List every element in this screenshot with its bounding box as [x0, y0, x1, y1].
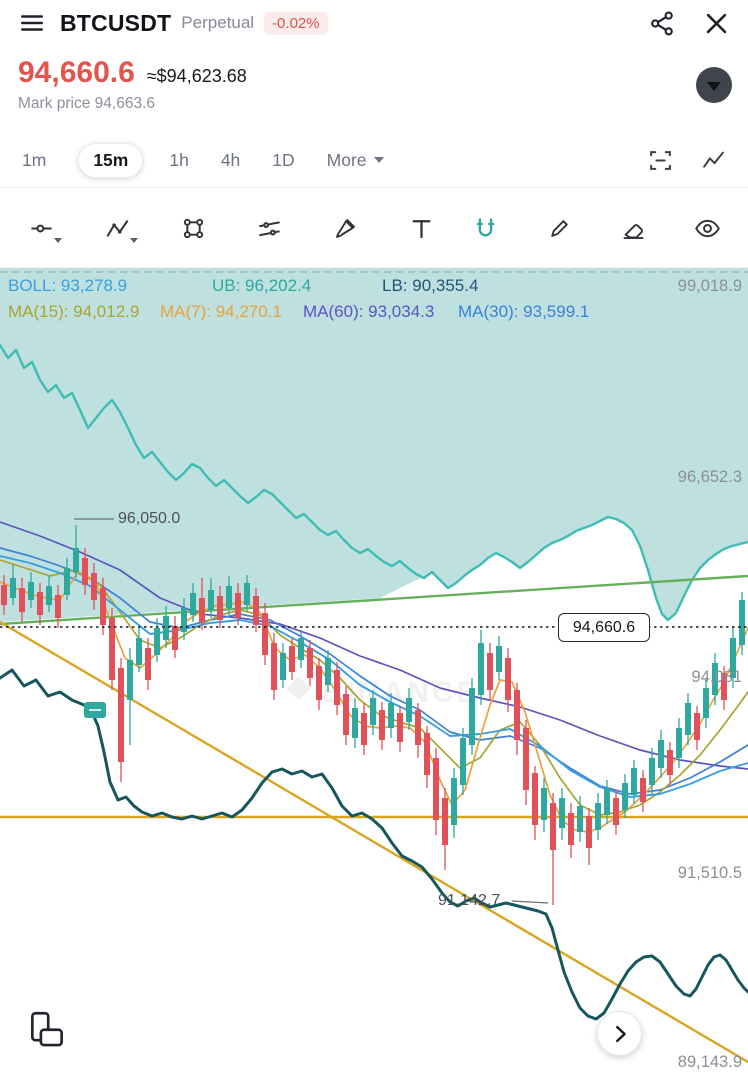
parallel-lines-tool-icon[interactable] — [252, 211, 286, 245]
visibility-tool-icon[interactable] — [690, 211, 724, 245]
auto-scale-icon[interactable] — [648, 148, 673, 173]
rotate-screen-button[interactable] — [22, 1006, 72, 1056]
mark-price-row: Mark price 94,663.6 — [18, 95, 155, 113]
header-bar: BTCUSDT Perpetual -0.02% — [0, 0, 748, 46]
divider — [0, 187, 748, 188]
timeframe-more-label: More — [326, 149, 367, 170]
hamburger-menu-icon[interactable] — [18, 9, 46, 37]
divider — [0, 267, 748, 268]
chevron-right-icon — [615, 1025, 626, 1042]
timeframe-4h[interactable]: 4h — [220, 149, 241, 170]
caret-down-icon — [54, 238, 62, 243]
change-percent-badge: -0.02% — [264, 11, 328, 35]
approx-usd-price: ≈$94,623.68 — [146, 66, 247, 86]
close-icon[interactable] — [702, 9, 730, 37]
text-tool-icon[interactable] — [404, 211, 438, 245]
trendline-tool-icon[interactable] — [24, 211, 62, 245]
caret-down-icon — [373, 157, 384, 163]
rotate-screen-icon — [30, 1011, 64, 1047]
timeframe-1h[interactable]: 1h — [169, 149, 189, 170]
eraser-tool-icon[interactable] — [616, 211, 650, 245]
timeframe-15m[interactable]: 15m — [78, 142, 144, 178]
timeframe-bar: 1m 15m 1h 4h 1D More — [0, 134, 748, 186]
share-nodes-icon[interactable] — [648, 9, 676, 37]
chart-canvas[interactable]: BINANCE — [0, 268, 748, 1080]
polyline-tool-icon[interactable] — [100, 211, 138, 245]
shape-tool-icon[interactable] — [176, 211, 210, 245]
scroll-to-latest-button[interactable] — [597, 1011, 642, 1056]
chart-style-icon[interactable] — [701, 148, 726, 173]
caret-down-icon — [707, 82, 721, 91]
mark-price-value: 94,663.6 — [94, 95, 156, 112]
timeframe-1d[interactable]: 1D — [272, 149, 295, 170]
timeframe-1m[interactable]: 1m — [22, 149, 47, 170]
timeframe-more[interactable]: More — [327, 150, 384, 171]
caret-down-icon — [130, 238, 138, 243]
magnet-tool-icon[interactable] — [468, 211, 502, 245]
collapse-panel-button[interactable] — [696, 67, 732, 103]
market-type-label: Perpetual — [181, 13, 255, 32]
mark-price-label: Mark price — [18, 95, 91, 112]
price-block: 94,660.6 ≈$94,623.68 — [18, 56, 247, 90]
brush-tool-icon[interactable] — [328, 211, 362, 245]
last-price: 94,660.6 — [18, 56, 135, 89]
drawing-toolbar — [0, 188, 748, 268]
symbol-title: BTCUSDT — [60, 9, 172, 36]
pencil-tool-icon[interactable] — [542, 211, 576, 245]
